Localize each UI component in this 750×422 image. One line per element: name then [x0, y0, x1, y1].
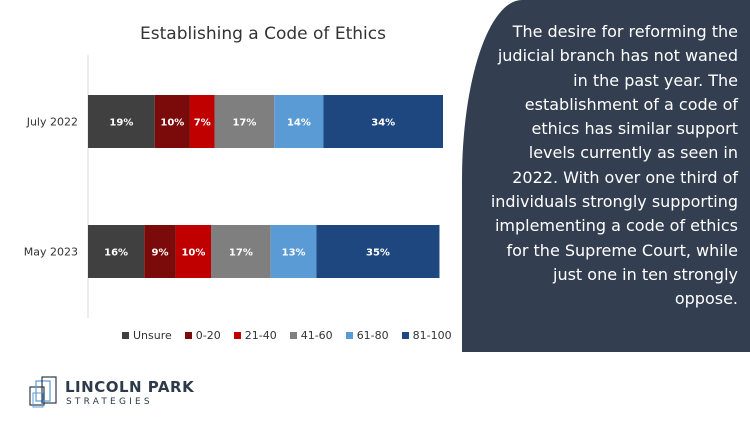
legend-swatch	[233, 332, 241, 339]
legend-item: 81-100	[401, 329, 452, 342]
bar-segment	[270, 225, 317, 278]
bar-segment	[88, 225, 145, 278]
legend-swatch	[184, 332, 192, 339]
data-label: 17%	[232, 118, 256, 129]
chart-legend: Unsure 0-20 21-40 41-60 61-80 81-100	[122, 329, 452, 342]
data-label: 10%	[181, 248, 205, 259]
legend-label: Unsure	[133, 329, 172, 342]
data-label: 10%	[160, 118, 184, 129]
commentary-panel: The desire for reforming the judicial br…	[462, 0, 750, 352]
data-label: 34%	[371, 118, 395, 129]
stacked-bar-chart: July 2022 19% 10% 7% 17% 14% 34% May 2023 16% 9% 1…	[24, 55, 443, 318]
legend-item: Unsure	[122, 329, 172, 342]
data-label: 19%	[109, 118, 133, 129]
logo-tagline: STRATEGIES	[66, 397, 153, 407]
bar-segment	[154, 95, 190, 148]
data-label: 13%	[282, 248, 306, 259]
legend-item: 0-20	[184, 329, 221, 342]
bar-segment	[316, 225, 440, 278]
bar-segment	[88, 95, 155, 148]
legend-label: 61-80	[356, 329, 389, 342]
legend-swatch	[345, 332, 353, 339]
legend-label: 21-40	[244, 329, 277, 342]
legend-label: 81-100	[412, 329, 452, 342]
data-label: 9%	[152, 248, 169, 259]
bar-segment	[211, 225, 271, 278]
legend-swatch	[401, 332, 409, 339]
data-label: 14%	[287, 118, 311, 129]
legend-label: 41-60	[300, 329, 333, 342]
legend-item: 21-40	[233, 329, 277, 342]
bar-segment	[189, 95, 215, 148]
data-label: 35%	[366, 248, 390, 259]
data-label: 16%	[104, 248, 128, 259]
data-label: 17%	[229, 248, 253, 259]
legend-label: 0-20	[195, 329, 221, 342]
legend-item: 41-60	[289, 329, 333, 342]
category-label: July 2022	[26, 116, 78, 129]
bar-segment	[323, 95, 443, 148]
bar-segment	[214, 95, 275, 148]
bar-segment	[274, 95, 324, 148]
legend-swatch	[122, 332, 129, 339]
company-logo: LINCOLN PARK STRATEGIES	[28, 375, 194, 411]
logo-mark-icon	[29, 376, 57, 408]
legend-swatch	[289, 332, 297, 339]
bar-segment	[144, 225, 176, 278]
category-label: May 2023	[24, 246, 78, 259]
logo-name: LINCOLN PARK	[65, 378, 195, 396]
chart-title: Establishing a Code of Ethics	[140, 24, 386, 44]
data-label: 7%	[194, 118, 211, 129]
bar-segment	[175, 225, 212, 278]
commentary-text: The desire for reforming the judicial br…	[490, 22, 738, 309]
legend-item: 61-80	[345, 329, 389, 342]
